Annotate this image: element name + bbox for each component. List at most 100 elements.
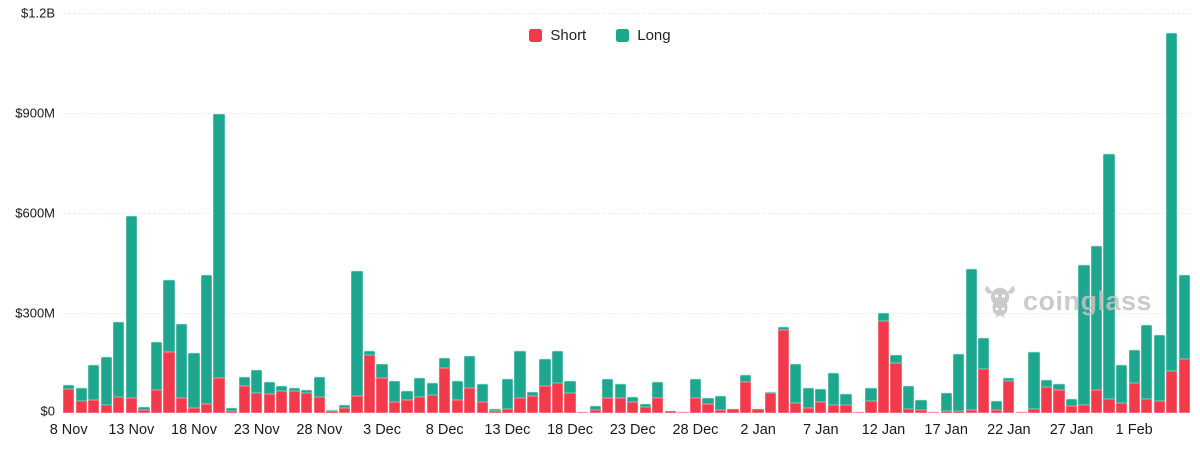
bar-3-dec[interactable] <box>376 363 388 413</box>
bar-16-dec[interactable] <box>539 358 551 413</box>
bar-19-nov[interactable] <box>200 274 213 413</box>
bar-17-dec[interactable] <box>551 350 564 413</box>
bar-6-jan[interactable] <box>802 386 814 413</box>
bar-16-nov[interactable] <box>163 279 175 413</box>
bar-31-dec[interactable] <box>727 407 739 413</box>
bar-8-dec[interactable] <box>439 356 451 413</box>
bar-29-dec[interactable] <box>702 396 714 413</box>
bar-28-dec[interactable] <box>689 378 702 413</box>
bar-27-dec[interactable] <box>677 411 689 413</box>
bar-22-jan[interactable] <box>1003 376 1015 413</box>
bar-18-nov[interactable] <box>188 352 200 413</box>
bar-27-jan[interactable] <box>1065 397 1078 413</box>
bar-3-jan[interactable] <box>765 390 777 413</box>
long-segment <box>564 380 576 394</box>
bar-29-jan[interactable] <box>1090 244 1103 413</box>
bar-7-dec[interactable] <box>426 381 438 413</box>
bar-14-jan[interactable] <box>902 385 915 413</box>
bar-18-jan[interactable] <box>953 352 965 413</box>
bar-24-dec[interactable] <box>639 403 651 413</box>
bar-20-jan[interactable] <box>978 336 990 413</box>
bar-3-feb[interactable] <box>1153 333 1165 413</box>
bar-17-nov[interactable] <box>175 323 188 413</box>
bar-28-jan[interactable] <box>1078 263 1090 413</box>
bar-13-nov[interactable] <box>125 214 137 413</box>
legend-item-long[interactable]: Long <box>616 28 671 43</box>
bar-12-jan[interactable] <box>877 311 890 413</box>
bar-10-nov[interactable] <box>88 364 100 413</box>
bar-26-jan[interactable] <box>1053 383 1065 413</box>
short-segment <box>75 401 87 413</box>
bar-8-nov[interactable] <box>63 384 75 413</box>
bar-20-dec[interactable] <box>589 405 601 413</box>
bar-26-dec[interactable] <box>664 410 677 413</box>
bar-4-jan[interactable] <box>777 325 789 413</box>
bar-26-nov[interactable] <box>288 386 300 413</box>
bar-28-nov[interactable] <box>313 376 326 413</box>
bar-19-jan[interactable] <box>965 268 977 413</box>
bar-15-jan[interactable] <box>915 399 927 413</box>
bar-22-dec[interactable] <box>614 383 626 413</box>
bar-2-feb[interactable] <box>1141 323 1153 413</box>
short-segment <box>564 393 576 413</box>
bar-5-feb[interactable] <box>1178 273 1190 413</box>
bar-7-jan[interactable] <box>815 388 827 413</box>
bar-1-dec[interactable] <box>351 269 363 413</box>
bar-17-jan[interactable] <box>940 391 952 413</box>
bar-29-nov[interactable] <box>326 409 338 413</box>
bar-22-nov[interactable] <box>238 376 250 413</box>
long-segment <box>363 349 376 355</box>
bar-27-nov[interactable] <box>301 389 313 413</box>
bar-2-jan[interactable] <box>752 407 764 413</box>
bar-25-dec[interactable] <box>652 381 664 413</box>
bar-21-dec[interactable] <box>602 378 614 413</box>
bar-24-nov[interactable] <box>263 381 275 413</box>
bar-23-nov[interactable] <box>251 369 263 413</box>
bar-9-nov[interactable] <box>75 387 87 413</box>
bar-1-jan[interactable] <box>739 374 752 413</box>
bar-9-jan[interactable] <box>840 392 852 413</box>
bar-23-dec[interactable] <box>627 395 639 413</box>
bar-5-jan[interactable] <box>790 363 802 413</box>
bar-10-dec[interactable] <box>464 355 476 413</box>
bar-31-jan[interactable] <box>1116 364 1128 413</box>
short-segment <box>163 352 175 413</box>
bar-4-feb[interactable] <box>1166 32 1178 413</box>
bar-25-nov[interactable] <box>276 385 288 413</box>
short-segment <box>200 404 213 413</box>
bar-16-jan[interactable] <box>927 411 940 413</box>
bar-13-jan[interactable] <box>890 353 902 413</box>
bar-21-jan[interactable] <box>990 400 1002 413</box>
bar-30-nov[interactable] <box>338 404 351 413</box>
bar-11-dec[interactable] <box>476 383 488 413</box>
bar-19-dec[interactable] <box>576 411 589 413</box>
bar-12-nov[interactable] <box>113 321 125 413</box>
bar-1-feb[interactable] <box>1128 348 1140 413</box>
bar-30-dec[interactable] <box>714 395 727 413</box>
bar-11-nov[interactable] <box>100 356 112 413</box>
bar-25-jan[interactable] <box>1040 379 1053 413</box>
bar-9-dec[interactable] <box>451 380 463 413</box>
bar-11-jan[interactable] <box>865 387 877 413</box>
bar-12-dec[interactable] <box>489 408 501 413</box>
bar-14-dec[interactable] <box>514 350 526 413</box>
bar-6-dec[interactable] <box>414 376 426 413</box>
legend-item-short[interactable]: Short <box>529 28 586 43</box>
bar-14-nov[interactable] <box>138 406 150 413</box>
bar-10-jan[interactable] <box>852 410 865 413</box>
bar-21-nov[interactable] <box>225 407 238 413</box>
bar-13-dec[interactable] <box>501 378 514 413</box>
bar-8-jan[interactable] <box>827 371 839 413</box>
bar-20-nov[interactable] <box>213 113 225 413</box>
bar-4-dec[interactable] <box>388 380 401 413</box>
bar-30-jan[interactable] <box>1103 153 1115 413</box>
bar-15-dec[interactable] <box>526 390 539 413</box>
long-segment <box>163 279 175 352</box>
bar-18-dec[interactable] <box>564 380 576 413</box>
bar-15-nov[interactable] <box>150 341 163 413</box>
bar-24-jan[interactable] <box>1028 350 1040 413</box>
bar-23-jan[interactable] <box>1015 411 1028 413</box>
bar-5-dec[interactable] <box>401 390 413 413</box>
x-tick-label: 13 Nov <box>108 422 155 438</box>
bar-2-dec[interactable] <box>363 349 376 413</box>
